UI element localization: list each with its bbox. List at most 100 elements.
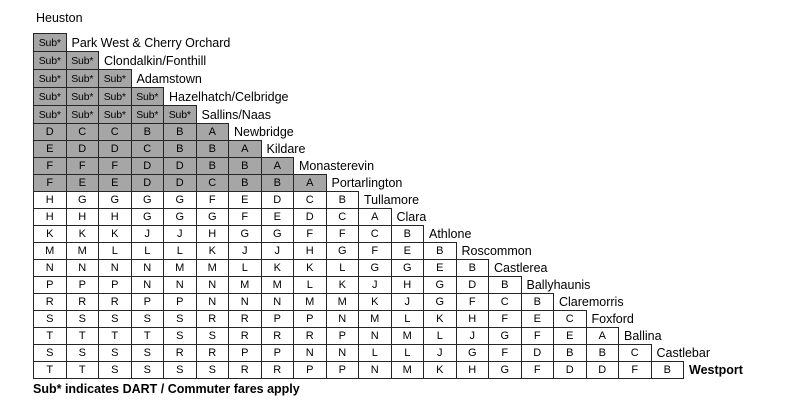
fare-cell: F bbox=[358, 242, 392, 260]
fare-cell: N bbox=[325, 344, 359, 362]
fare-cell: N bbox=[358, 361, 392, 379]
fare-cell: S bbox=[130, 361, 164, 379]
fare-cell: P bbox=[293, 310, 327, 328]
fare-cell: N bbox=[98, 259, 132, 277]
fare-cell: F bbox=[325, 225, 359, 243]
fare-cell: K bbox=[65, 225, 99, 243]
fare-cell: E bbox=[390, 242, 424, 260]
station-label: Monasterevin bbox=[299, 159, 375, 173]
fare-row: T T S S S S R R P P N M K H G F D D F B Westport bbox=[33, 361, 743, 379]
fare-row: F E E D D C B B A Portarlington bbox=[33, 174, 743, 192]
fare-row: K K K J J H G G F F C B Athlone bbox=[33, 225, 743, 243]
fare-cell: C bbox=[195, 174, 229, 192]
fare-cell: A bbox=[195, 123, 229, 141]
fare-cell: C bbox=[618, 344, 652, 362]
fare-row: Sub* Sub* Sub* Sub* Hazelhatch/Celbridge bbox=[33, 87, 743, 106]
fare-cell: D bbox=[130, 157, 164, 175]
fare-cell: Sub* bbox=[33, 105, 67, 124]
fare-cell: N bbox=[65, 259, 99, 277]
fare-cell: P bbox=[98, 276, 132, 294]
fare-cell: S bbox=[130, 310, 164, 328]
fare-cell: H bbox=[33, 208, 67, 226]
fare-cell: R bbox=[260, 327, 294, 345]
fare-row: H G G G G F E D C B Tullamore bbox=[33, 191, 743, 209]
fare-cell: Sub* bbox=[33, 69, 67, 88]
fare-cell: J bbox=[130, 225, 164, 243]
fare-row: S S S S R R P P N N L L J G F D B B C Castlebar bbox=[33, 344, 743, 362]
fare-cell: F bbox=[618, 361, 652, 379]
fare-cell: G bbox=[130, 208, 164, 226]
station-label: Sallins/Naas bbox=[201, 107, 271, 122]
fare-cell: C bbox=[98, 123, 132, 141]
fare-cell: E bbox=[98, 174, 132, 192]
fare-cell: P bbox=[65, 276, 99, 294]
fare-cell: B bbox=[325, 191, 359, 209]
fare-cell: J bbox=[423, 344, 457, 362]
fare-cell: M bbox=[390, 361, 424, 379]
station-label: Castlerea bbox=[494, 261, 548, 275]
fare-row: H H H G G G F E D C A Clara bbox=[33, 208, 743, 226]
station-label: Newbridge bbox=[234, 125, 294, 139]
fare-cell: C bbox=[325, 208, 359, 226]
fare-cell: R bbox=[195, 344, 229, 362]
fare-cell: M bbox=[260, 276, 294, 294]
fare-cell: C bbox=[553, 310, 587, 328]
fare-cell: G bbox=[423, 276, 457, 294]
fare-cell: S bbox=[65, 310, 99, 328]
fare-cell: M bbox=[65, 242, 99, 260]
fare-cell: B bbox=[195, 140, 229, 158]
fare-cell: J bbox=[163, 225, 197, 243]
fare-cell: P bbox=[260, 310, 294, 328]
fare-cell: D bbox=[163, 157, 197, 175]
origin-station-label: Heuston bbox=[36, 11, 83, 25]
fare-cell: S bbox=[163, 310, 197, 328]
fare-cell: B bbox=[553, 344, 587, 362]
fare-cell: E bbox=[520, 310, 554, 328]
fare-cell: E bbox=[423, 259, 457, 277]
fare-cell: G bbox=[488, 327, 522, 345]
fare-cell: S bbox=[98, 344, 132, 362]
fare-cell: K bbox=[325, 276, 359, 294]
fare-cell: D bbox=[130, 174, 164, 192]
fare-cell: G bbox=[195, 208, 229, 226]
fare-cell: R bbox=[228, 310, 262, 328]
fare-cell: G bbox=[488, 361, 522, 379]
fare-cell: F bbox=[455, 293, 489, 311]
station-label: Castlebar bbox=[656, 346, 711, 360]
fare-cell: P bbox=[293, 361, 327, 379]
fare-cell: J bbox=[390, 293, 424, 311]
fare-cell: Sub* bbox=[65, 51, 99, 70]
fare-cell: H bbox=[390, 276, 424, 294]
fare-cell: R bbox=[195, 310, 229, 328]
station-label: Foxford bbox=[591, 312, 634, 326]
fare-cell: T bbox=[33, 327, 67, 345]
fare-cell: B bbox=[585, 344, 619, 362]
station-label: Ballina bbox=[624, 329, 662, 343]
fare-cell: L bbox=[358, 344, 392, 362]
fare-cell: F bbox=[228, 208, 262, 226]
fare-cell: B bbox=[130, 123, 164, 141]
fare-cell: J bbox=[455, 327, 489, 345]
fare-cell: B bbox=[423, 242, 457, 260]
fare-cell: K bbox=[195, 242, 229, 260]
fare-cell: F bbox=[195, 191, 229, 209]
fare-cell: N bbox=[33, 259, 67, 277]
fare-cell: S bbox=[33, 310, 67, 328]
fare-cell: M bbox=[293, 293, 327, 311]
fare-cell: N bbox=[325, 310, 359, 328]
fare-cell: G bbox=[163, 191, 197, 209]
fare-cell: L bbox=[98, 242, 132, 260]
fare-row: S S S S S R R P P N M L K H F E C Foxford bbox=[33, 310, 743, 328]
fare-cell: J bbox=[358, 276, 392, 294]
fare-cell: Sub* bbox=[65, 69, 99, 88]
fare-cell: R bbox=[228, 361, 262, 379]
fare-cell: M bbox=[390, 327, 424, 345]
fare-cell: D bbox=[455, 276, 489, 294]
fare-cell: C bbox=[65, 123, 99, 141]
station-label: Hazelhatch/Celbridge bbox=[169, 89, 289, 104]
fare-cell: N bbox=[130, 259, 164, 277]
fare-cell: S bbox=[33, 344, 67, 362]
fare-cell: M bbox=[163, 259, 197, 277]
fare-cell: J bbox=[260, 242, 294, 260]
fare-cell: F bbox=[488, 310, 522, 328]
